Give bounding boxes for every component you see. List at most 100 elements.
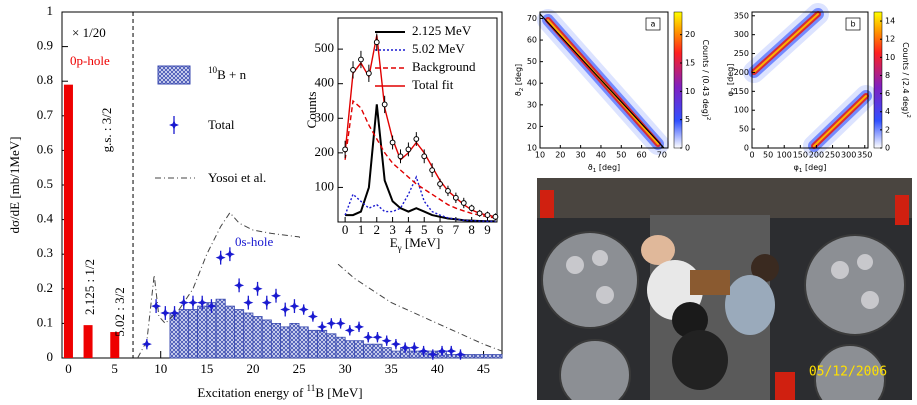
x-tick-label: 5 (111, 361, 118, 376)
colorbar-tick-label: 5 (685, 115, 690, 124)
y-tick-label: 60 (527, 36, 537, 45)
data-point (289, 301, 300, 312)
y-tick-label: 40 (527, 79, 537, 88)
annotation: 0s-hole (235, 234, 274, 249)
data-point (446, 346, 457, 357)
x-tick-label: 7 (453, 222, 460, 237)
data-point (243, 297, 254, 308)
data-point (271, 290, 282, 301)
x-axis-label-part: 1 (799, 168, 803, 174)
x-axis-label-part: φ (794, 163, 799, 172)
heatmap-band (813, 95, 867, 147)
y-tick-label: 100 (315, 178, 335, 193)
data-point (492, 213, 499, 220)
x-tick-label: 10 (154, 361, 167, 376)
data-point (413, 136, 420, 142)
bar (83, 325, 93, 358)
y-tick-label: 150 (734, 87, 749, 96)
legend-label: Background (412, 59, 476, 74)
y-tick-label: 0 (744, 144, 749, 153)
data-point (390, 339, 401, 350)
x-tick-label: 4 (405, 222, 412, 237)
data-point (187, 297, 198, 308)
y-tick-label: 0.5 (37, 176, 53, 191)
histogram-bin (354, 340, 365, 359)
fit-line (344, 175, 496, 222)
data-point (326, 318, 337, 329)
data-point (365, 70, 372, 77)
data-point (178, 297, 189, 308)
colorbar-tick-label: 6 (885, 89, 890, 98)
y-tick-label: 50 (527, 57, 537, 66)
x-axis-label-part: E (390, 235, 398, 250)
colorbar-tick-label: 2 (885, 125, 890, 134)
y-tick-label: 100 (734, 106, 749, 115)
colorbar-tick-label: 10 (685, 87, 695, 96)
inset-frame (337, 17, 498, 223)
legend-label: 10B + n (208, 65, 247, 82)
data-point (381, 101, 388, 108)
data-point (307, 311, 318, 322)
fit-line (539, 13, 665, 149)
data-point (372, 332, 383, 343)
legend-label-part: 10 (208, 65, 218, 75)
data-point (280, 304, 291, 315)
data-point (445, 187, 451, 194)
y-tick-label: 300 (315, 109, 335, 124)
x-axis-label: φ1 [deg] (794, 163, 827, 174)
histogram-bin (390, 350, 401, 359)
panel-label: b (850, 20, 855, 29)
y-tick-label: 0.2 (37, 280, 53, 295)
colorbar-label-part: 2 (906, 114, 912, 118)
heatmap-band (743, 3, 877, 157)
x-tick-label: 3 (389, 222, 396, 237)
y-tick-label: 50 (739, 125, 749, 134)
data-point (160, 308, 171, 319)
data-point (484, 212, 491, 218)
data-point (381, 335, 392, 346)
x-tick-label: 150 (793, 151, 808, 160)
bar (110, 332, 120, 358)
data-point (317, 321, 328, 332)
x-tick-label: 8 (468, 222, 475, 237)
x-tick-label: 10 (535, 151, 545, 160)
y-axis-label: Counts (304, 92, 319, 129)
x-tick-label: 70 (657, 151, 667, 160)
colorbar-label-part: 2 (706, 117, 712, 121)
x-tick-label: 2 (374, 222, 381, 237)
data-point (409, 342, 420, 353)
level-label: 2.125 : 1/2 (82, 259, 97, 315)
data-point (298, 304, 309, 315)
y-tick-label: 30 (527, 100, 537, 109)
histogram-bin (234, 309, 245, 359)
y-axis-label-part: [deg] (514, 64, 523, 88)
data-point (405, 146, 412, 153)
y-axis-label: φ2 [deg] (726, 64, 737, 97)
y-axis-label-part: [deg] (726, 64, 735, 88)
legend-label: Total (208, 117, 235, 132)
y-tick-label: 10 (527, 144, 537, 153)
histogram-bin (298, 326, 309, 359)
data-point (234, 280, 245, 291)
y-tick-label: 350 (734, 11, 749, 20)
x-axis-label-part: [deg] (596, 163, 620, 172)
data-point (252, 283, 263, 294)
data-point (141, 339, 152, 350)
x-tick-label: 40 (596, 151, 606, 160)
colorbar-tick-label: 14 (885, 17, 895, 26)
data-point (476, 210, 483, 217)
x-tick-label: 6 (437, 222, 444, 237)
colorbar (873, 11, 883, 149)
x-tick-label: 50 (763, 151, 773, 160)
y-tick-label: 20 (527, 122, 537, 131)
data-point (452, 194, 459, 201)
x-tick-label: 60 (636, 151, 646, 160)
data-point (342, 146, 349, 153)
histogram-bin (261, 319, 272, 359)
x-tick-label: 15 (200, 361, 213, 376)
x-tick-label: 100 (777, 151, 792, 160)
y-tick-label: 0.7 (37, 107, 54, 122)
histogram-bin (187, 309, 198, 359)
histogram-bin (326, 333, 337, 359)
x-axis-label-part: [MeV] (402, 235, 441, 250)
